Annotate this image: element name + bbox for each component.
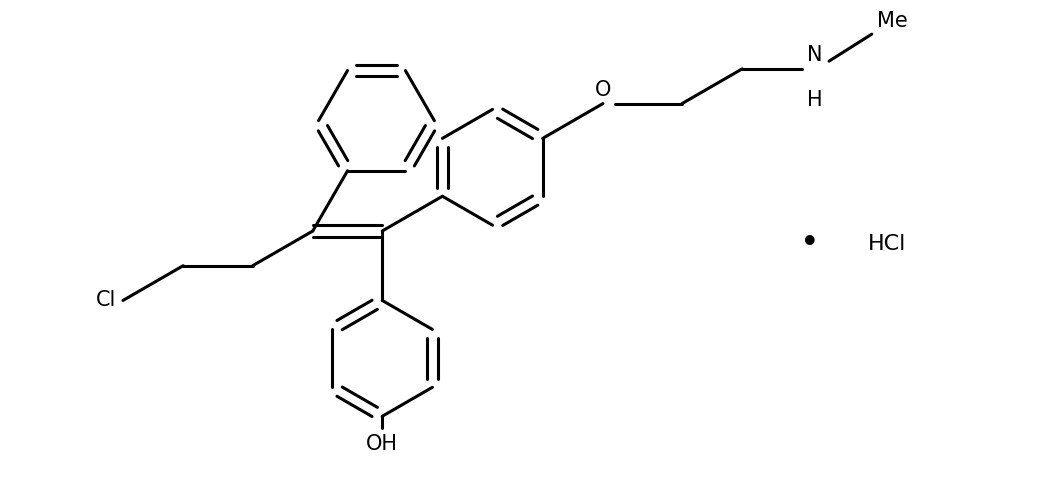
Text: N: N bbox=[806, 45, 822, 65]
Text: OH: OH bbox=[366, 434, 398, 454]
Text: O: O bbox=[594, 80, 611, 100]
Text: Cl: Cl bbox=[96, 290, 116, 310]
Text: Me: Me bbox=[877, 11, 907, 31]
Text: H: H bbox=[806, 90, 822, 110]
Text: HCl: HCl bbox=[867, 234, 906, 254]
Text: •: • bbox=[800, 227, 820, 260]
